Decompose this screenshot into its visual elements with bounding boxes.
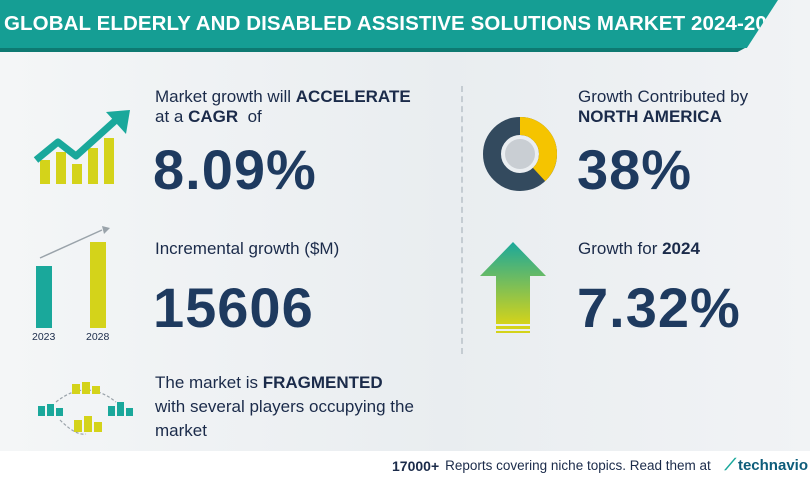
fragmented-label: FRAGMENTED [262, 373, 383, 392]
cagr-accelerate: ACCELERATE [295, 87, 411, 106]
fragmented-market-icon [38, 382, 133, 435]
footer-text: Reports covering niche topics. Read them… [445, 458, 711, 473]
year-growth-year: 2024 [662, 239, 700, 258]
cagr-line-1: Market growth will ACCELERATE [155, 87, 411, 106]
fragmented-line-2: with several players occupying the [155, 397, 414, 416]
header-banner: GLOBAL ELDERLY AND DISABLED ASSISTIVE SO… [0, 0, 778, 48]
footer-report-count: 17000+ [392, 457, 440, 474]
technavio-logo[interactable]: ⟋ technavio [724, 456, 808, 475]
region-line-2: NORTH AMERICA [578, 106, 722, 128]
bar-2023 [36, 266, 52, 328]
region-line-1: Growth Contributed by [578, 87, 749, 106]
growth-chart-icon [33, 110, 130, 184]
region-value: 38% [577, 138, 693, 201]
incremental-label: Incremental growth ($M) [155, 239, 340, 258]
region-donut-icon [483, 117, 557, 191]
year-growth-label: Growth for 2024 [578, 239, 700, 258]
column-divider [461, 86, 463, 354]
cagr-line-2: at a CAGR of [155, 107, 262, 126]
incremental-bars-icon: 2023 2028 [32, 226, 110, 343]
region-name: NORTH AMERICA [578, 107, 722, 126]
header-banner-shadow [0, 48, 745, 52]
footer: 17000+ Reports covering niche topics. Re… [0, 451, 810, 480]
cagr-value: 8.09% [153, 138, 317, 201]
bar-2023-label: 2023 [32, 331, 56, 343]
cagr-label: CAGR [188, 107, 239, 126]
bar-2028-label: 2028 [86, 331, 110, 343]
year-growth-value: 7.32% [577, 276, 741, 339]
logo-mark-icon: ⟋ [724, 456, 736, 474]
donut-share-arc [483, 117, 557, 191]
bar-2028 [90, 242, 106, 328]
incremental-value: 15606 [153, 276, 314, 339]
up-arrow-icon [480, 242, 546, 333]
fragmented-line-3: market [155, 421, 207, 440]
page-title: GLOBAL ELDERLY AND DISABLED ASSISTIVE SO… [4, 12, 790, 35]
fragmented-line-1: The market is FRAGMENTED [155, 373, 383, 392]
